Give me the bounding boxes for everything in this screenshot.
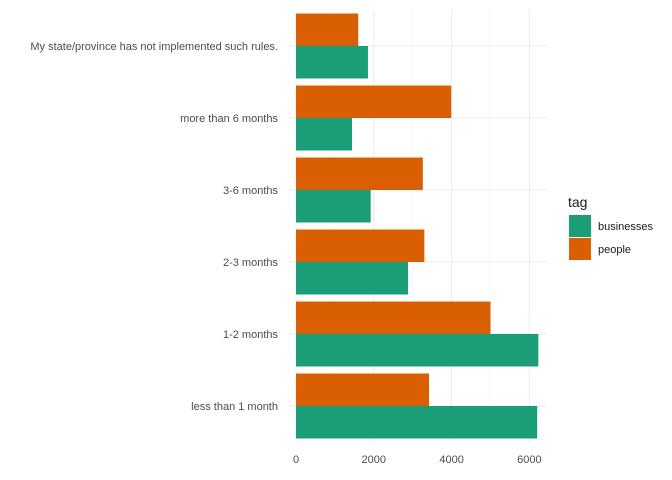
bar-people (296, 157, 423, 190)
legend-key-people (569, 238, 591, 260)
x-tick-label: 6000 (517, 454, 541, 466)
bar-businesses (296, 46, 368, 79)
bar-people (296, 301, 491, 334)
legend-title: tag (568, 194, 587, 210)
x-tick-label: 4000 (439, 454, 463, 466)
y-tick-label: My state/province has not implemented su… (30, 41, 278, 53)
x-axis-labels: 0 2000 4000 6000 (293, 454, 542, 466)
bars (296, 13, 539, 439)
y-tick-label: 1-2 months (223, 329, 279, 341)
y-axis-labels: less than 1 month 1-2 months 2-3 months 3-6… (30, 41, 278, 413)
bar-businesses (296, 406, 538, 439)
x-tick-label: 2000 (362, 454, 386, 466)
legend: tag businesses people (568, 194, 654, 260)
legend-label: people (598, 244, 631, 256)
bar-businesses (296, 118, 353, 151)
bar-people (296, 229, 425, 262)
y-tick-label: more than 6 months (180, 113, 278, 125)
bar-businesses (296, 334, 539, 367)
bar-people (296, 13, 359, 46)
y-tick-label: 2-3 months (223, 257, 279, 269)
y-tick-label: less than 1 month (191, 401, 278, 413)
y-tick-label: 3-6 months (223, 185, 279, 197)
bar-people (296, 373, 430, 406)
x-tick-label: 0 (293, 454, 299, 466)
bar-businesses (296, 262, 409, 295)
legend-key-businesses (569, 215, 591, 237)
bar-businesses (296, 190, 371, 223)
bar-people (296, 85, 452, 118)
legend-label: businesses (598, 221, 654, 233)
